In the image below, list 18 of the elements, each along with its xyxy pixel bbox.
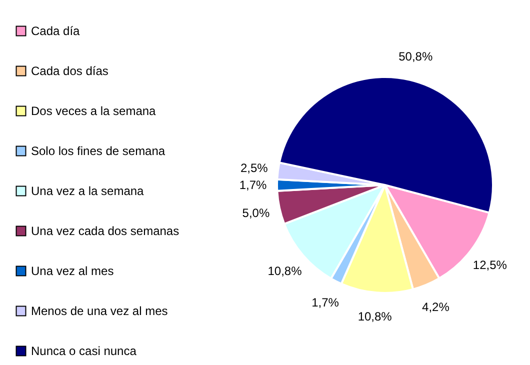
data-label: 4,2% — [422, 300, 450, 314]
legend-label: Cada día — [31, 24, 80, 38]
data-label: 1,7% — [312, 296, 340, 310]
data-label: 1,7% — [239, 178, 267, 192]
legend-label: Una vez a la semana — [31, 184, 144, 198]
data-label: 10,8% — [268, 264, 302, 278]
data-label: 2,5% — [240, 160, 268, 175]
legend-label: Dos veces a la semana — [31, 104, 156, 118]
legend-label: Nunca o casi nunca — [31, 344, 137, 358]
data-label: 10,8% — [358, 310, 392, 324]
legend-label: Cada dos días — [31, 64, 108, 78]
data-label: 50,8% — [398, 50, 433, 64]
data-label: 12,5% — [472, 258, 508, 272]
legend-label: Una vez cada dos semanas — [31, 224, 180, 238]
legend-label: Una vez al mes — [31, 264, 114, 278]
legend-label: Solo los fines de semana — [31, 144, 166, 158]
legend-label: Menos de una vez al mes — [31, 304, 168, 318]
data-label: 5,0% — [242, 206, 270, 220]
